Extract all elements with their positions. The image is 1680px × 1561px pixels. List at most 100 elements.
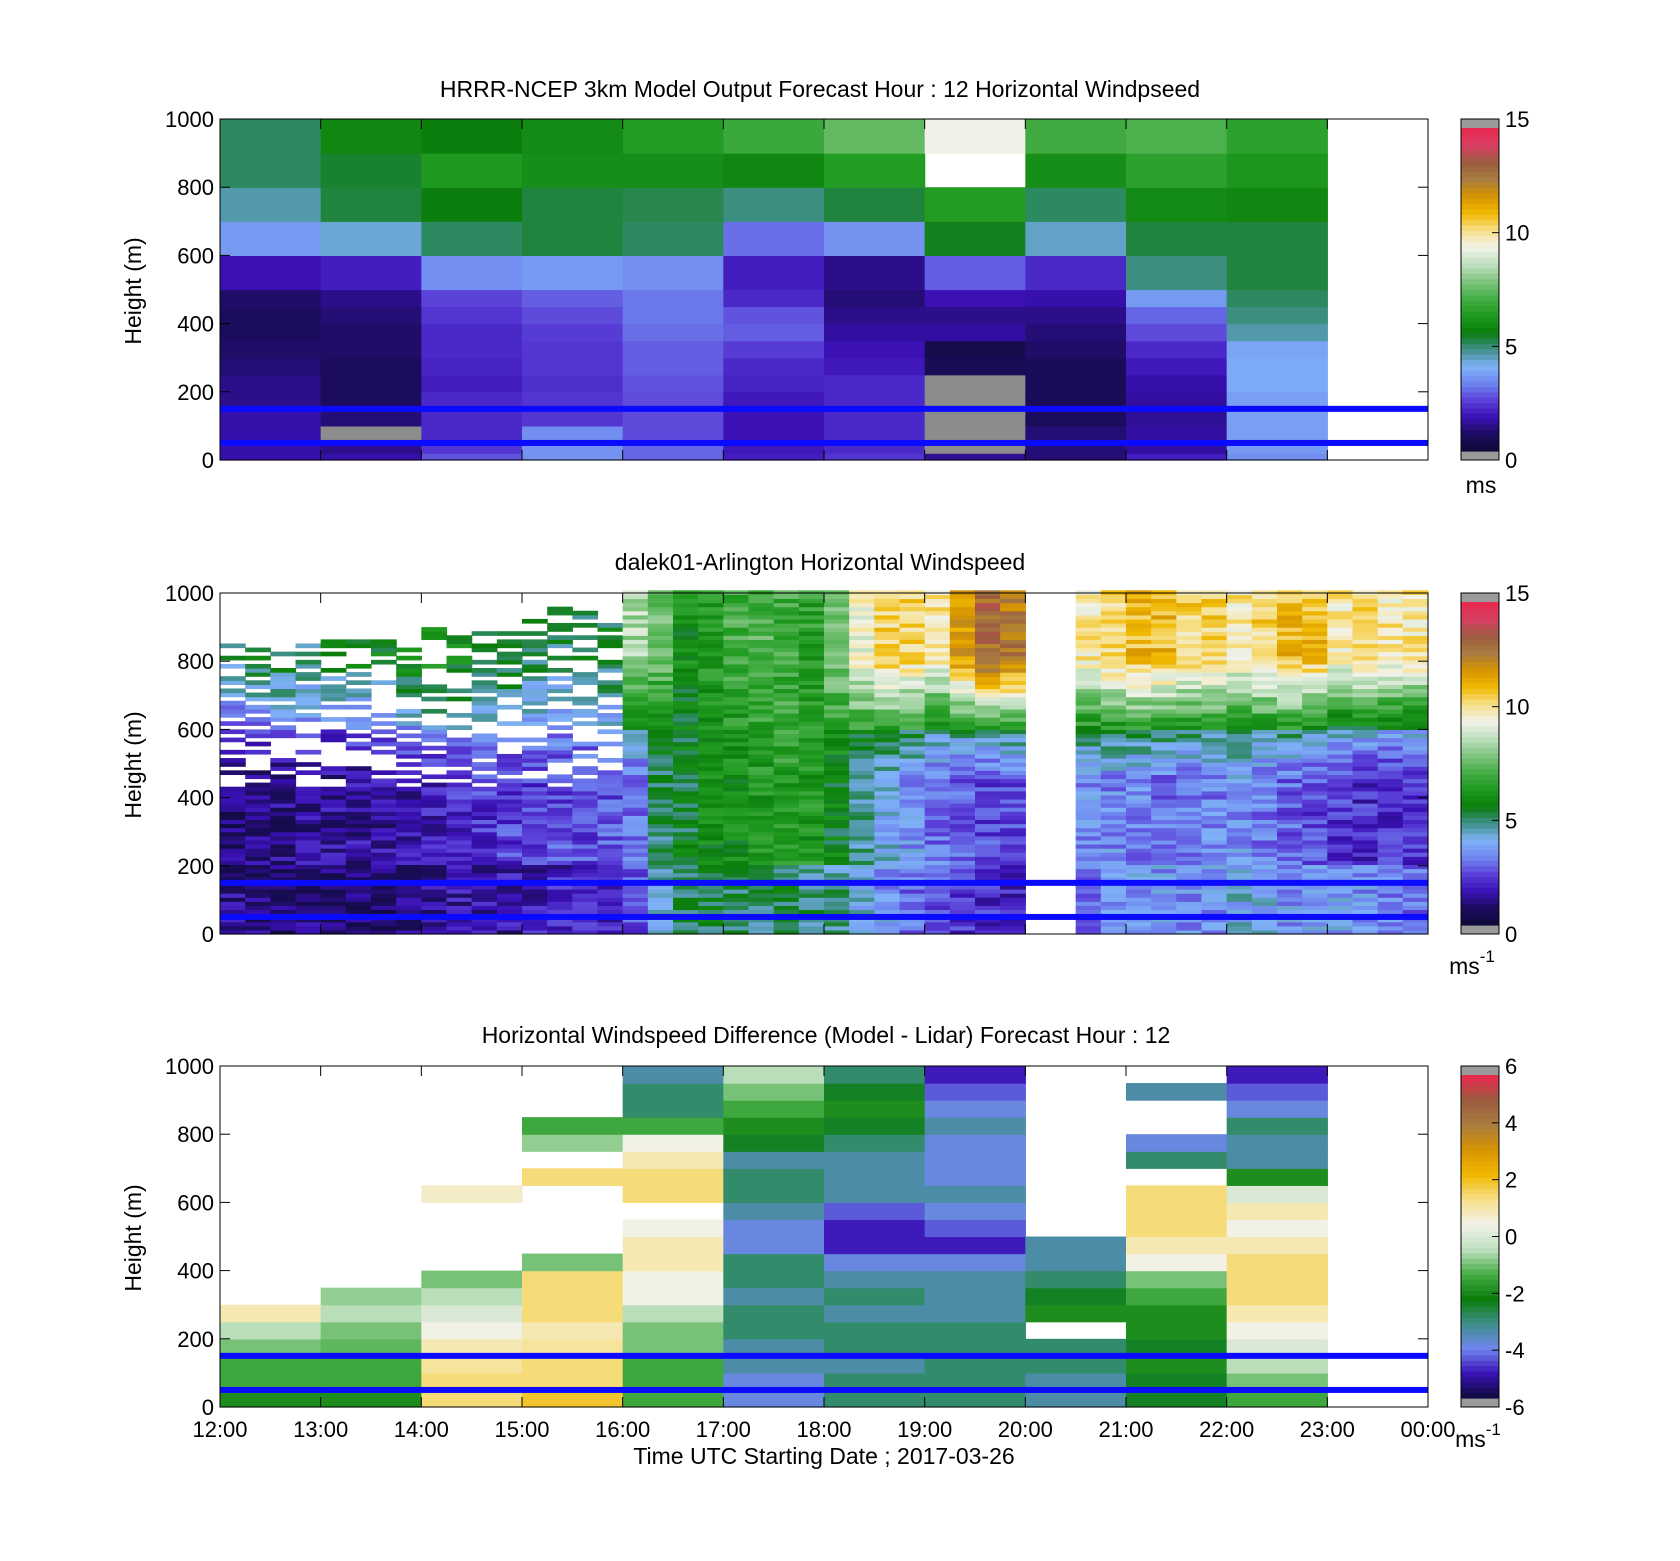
colorbar-segment: [1461, 354, 1499, 361]
heatmap-cell: [1327, 856, 1354, 861]
heatmap-cell: [1226, 831, 1253, 837]
heatmap-cell: [1126, 848, 1152, 853]
heatmap-cell: [1302, 610, 1328, 616]
heatmap-cell: [1100, 753, 1127, 759]
heatmap-cell: [1277, 725, 1303, 730]
heatmap-cell: [698, 909, 724, 915]
colorbar-tick-label: 4: [1505, 1111, 1517, 1136]
heatmap-cell: [396, 868, 422, 874]
heatmap-cell: [924, 688, 951, 694]
heatmap-cell: [1327, 659, 1354, 665]
heatmap-cell: [421, 798, 448, 804]
heatmap-cell: [899, 655, 926, 661]
heatmap-cell: [723, 1270, 825, 1289]
heatmap-cell: [975, 651, 1001, 657]
heatmap-cell: [1352, 758, 1379, 763]
heatmap-cell: [1277, 729, 1303, 735]
heatmap-cell: [673, 737, 699, 743]
heatmap-cell: [245, 852, 271, 857]
colorbar-tick-label: 5: [1505, 334, 1517, 359]
colorbar-segment: [1461, 1349, 1499, 1356]
heatmap-cell: [1176, 831, 1203, 837]
heatmap-cell: [723, 811, 750, 816]
heatmap-cell: [1025, 255, 1127, 291]
heatmap-cell: [1277, 782, 1303, 788]
heatmap-cell: [723, 737, 750, 743]
heatmap-cell: [1402, 872, 1429, 878]
heatmap-cell: [421, 893, 448, 898]
heatmap-cell: [698, 864, 724, 870]
heatmap-cell: [572, 811, 599, 816]
heatmap-cell: [899, 831, 926, 837]
heatmap-cell: [849, 733, 875, 739]
heatmap-cell: [572, 676, 599, 681]
heatmap-cell: [673, 684, 699, 690]
heatmap-cell: [773, 798, 800, 804]
heatmap-cell: [597, 794, 624, 800]
heatmap-cell: [1075, 594, 1102, 600]
heatmap-cell: [1000, 598, 1026, 604]
heatmap-cell: [773, 864, 800, 870]
heatmap-cell: [673, 856, 699, 861]
colorbar-segment: [1461, 251, 1499, 258]
heatmap-cell: [245, 749, 271, 755]
heatmap-cell: [748, 774, 775, 780]
heatmap-cell: [1151, 598, 1177, 604]
heatmap-cell: [220, 798, 246, 804]
heatmap-cell: [1377, 635, 1404, 640]
heatmap-cell: [295, 872, 322, 878]
heatmap-cell: [1377, 856, 1404, 861]
heatmap-cell: [471, 684, 498, 690]
heatmap-cell: [773, 631, 800, 636]
heatmap-cell: [1251, 888, 1278, 894]
heatmap-cell: [824, 1372, 926, 1391]
heatmap-cell: [371, 639, 397, 645]
heatmap-cell: [723, 453, 825, 461]
heatmap-cell: [1126, 774, 1152, 780]
heatmap-cell: [1151, 651, 1177, 657]
heatmap-cell: [824, 627, 850, 632]
heatmap-cell: [421, 909, 448, 915]
heatmap-cell: [622, 692, 649, 698]
heatmap-cell: [220, 901, 246, 906]
heatmap-cell: [371, 868, 397, 874]
heatmap-cell: [1352, 684, 1379, 690]
heatmap-cell: [1352, 815, 1379, 821]
heatmap-cell: [924, 1066, 1026, 1084]
heatmap-cell: [798, 762, 825, 767]
heatmap-cell: [824, 643, 850, 649]
heatmap-cell: [949, 831, 976, 837]
heatmap-cell: [270, 831, 297, 837]
heatmap-cell: [245, 925, 271, 931]
heatmap-cell: [547, 749, 573, 755]
heatmap-cell: [1402, 721, 1429, 726]
heatmap-cell: [1176, 925, 1203, 931]
heatmap-cell: [748, 708, 775, 714]
heatmap-cell: [748, 893, 775, 898]
heatmap-cell: [849, 827, 875, 833]
heatmap-cell: [1126, 1219, 1228, 1238]
heatmap-cell: [673, 888, 699, 894]
heatmap-cell: [1377, 688, 1404, 694]
heatmap-cell: [924, 655, 951, 661]
heatmap-cell: [622, 594, 649, 600]
heatmap-cell: [723, 843, 750, 849]
heatmap-cell: [1000, 778, 1026, 784]
heatmap-cell: [773, 713, 800, 718]
heatmap-cell: [245, 672, 271, 677]
heatmap-cell: [647, 680, 674, 685]
heatmap-cell: [773, 721, 800, 726]
heatmap-cell: [1126, 921, 1152, 927]
heatmap-cell: [1176, 684, 1203, 690]
y-tick-label: 600: [177, 717, 214, 742]
heatmap-cell: [396, 770, 422, 776]
heatmap-cell: [824, 794, 850, 800]
heatmap-cell: [748, 598, 775, 604]
heatmap-cell: [1000, 852, 1026, 857]
heatmap-cell: [295, 843, 322, 849]
heatmap-cell: [1402, 929, 1429, 935]
heatmap-cell: [899, 872, 926, 878]
heatmap-cell: [975, 741, 1001, 747]
heatmap-cell: [673, 692, 699, 698]
heatmap-cell: [1402, 647, 1429, 653]
